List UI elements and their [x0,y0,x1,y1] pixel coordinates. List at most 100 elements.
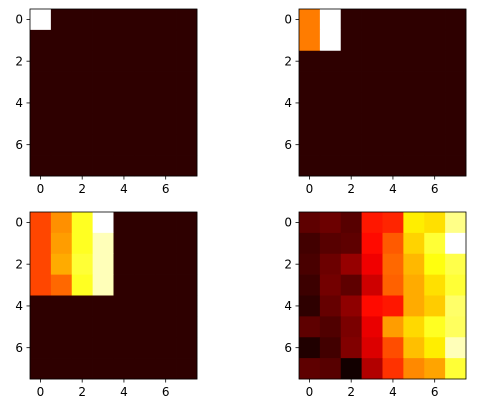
heatmap-cell [113,337,135,359]
x-tick-label: 4 [120,182,128,196]
heatmap-cell [319,134,342,156]
heatmap-cell [50,71,73,93]
heatmap-cell [71,295,93,317]
heatmap-cell [176,113,198,135]
heatmap-cell [299,113,321,135]
heatmap-cell [445,113,467,135]
heatmap-cell [424,71,446,93]
heatmap-cell [445,337,467,359]
heatmap-panel-2: 0 2 4 6 0 2 4 6 [284,8,467,196]
heatmap-cell [340,253,362,275]
heatmap-cell [299,134,321,156]
heatmap-cell [30,316,52,338]
heatmap-cell [424,9,446,31]
heatmap-cell [113,92,135,114]
heatmap-cell [176,29,198,52]
axes-frame [298,8,467,177]
heatmap-cell [176,232,198,255]
heatmap-cell [445,232,467,255]
heatmap-cell [50,358,73,380]
heatmap-cell [92,274,114,296]
heatmap-cell [299,232,321,255]
heatmap-cell [30,232,52,255]
heatmap-cell [299,316,321,338]
heatmap-cell [155,295,177,317]
heatmap-cell [50,295,73,317]
heatmap-cell [361,295,383,317]
heatmap-cell [71,134,93,156]
heatmap-cell [50,232,73,255]
heatmap-cell [30,113,52,135]
heatmap-cell [71,274,93,296]
x-tick-label: 2 [347,385,355,399]
heatmap-cell [134,212,156,234]
heatmap-cell [30,253,52,275]
heatmap-cell [403,274,425,296]
x-tick-label: 4 [389,385,397,399]
heatmap-cell [445,316,467,338]
x-tick-label: 4 [120,385,128,399]
heatmap-cell [113,232,135,255]
heatmap-cell [134,113,156,135]
heatmap-cell [30,92,52,114]
heatmap-cell [382,50,404,72]
heatmap-cell [403,113,425,135]
heatmap-cell [50,253,73,275]
heatmap-cell [445,71,467,93]
heatmap-cell [71,29,93,52]
heatmap-cell [92,113,114,135]
heatmap-cell [30,9,52,31]
heatmap-cell [445,295,467,317]
heatmap-cell [319,295,342,317]
heatmap-cell [30,155,52,177]
heatmap-cell [403,358,425,380]
heatmap-cell [299,92,321,114]
heatmap-cell [30,134,52,156]
heatmap-cell [361,316,383,338]
heatmap-cell [340,29,362,52]
y-tick-label: 2 [284,257,292,271]
heatmap-cell [92,29,114,52]
heatmap-cell [50,155,73,177]
heatmap-cell [134,9,156,31]
heatmap-cell [71,50,93,72]
heatmap-cell [319,212,342,234]
heatmap-cell [113,155,135,177]
heatmap-cell [71,232,93,255]
heatmap-cell [113,212,135,234]
heatmap-cell [176,295,198,317]
heatmap-cell [319,316,342,338]
heatmap-cell [382,9,404,31]
x-tick-label: 6 [162,385,170,399]
heatmap-cell [134,92,156,114]
heatmap-cell [340,9,362,31]
heatmap-cell [403,337,425,359]
heatmap-cell [319,155,342,177]
heatmap-cell [134,316,156,338]
heatmap-cell [361,113,383,135]
heatmap-cell [299,212,321,234]
heatmap-cell [403,134,425,156]
heatmap-cell [155,316,177,338]
heatmap-cell [445,29,467,52]
heatmap-cell [382,155,404,177]
heatmap-cell [382,134,404,156]
heatmap-cell [382,358,404,380]
y-tick-label: 6 [284,138,292,152]
heatmap-cell [134,358,156,380]
heatmap-cell [30,50,52,72]
heatmap-cell [361,212,383,234]
heatmap-cell [50,212,73,234]
heatmap-cell [155,232,177,255]
heatmap-cell [382,212,404,234]
heatmap-cell [361,232,383,255]
heatmap-cell [361,29,383,52]
heatmap-cell [403,92,425,114]
heatmap-cell [319,29,342,52]
heatmap-cell [92,71,114,93]
heatmap-cell [50,274,73,296]
x-tick-label: 6 [431,385,439,399]
heatmap-cell [340,358,362,380]
heatmap-cell [299,295,321,317]
